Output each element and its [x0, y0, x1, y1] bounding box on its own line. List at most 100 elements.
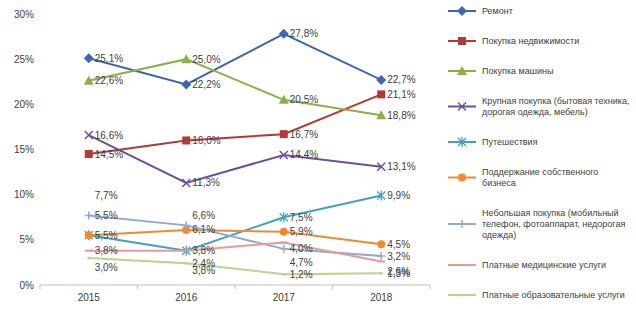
data-label: 11,3%	[192, 177, 220, 188]
point-marker	[182, 250, 190, 252]
data-label: 3,0%	[95, 262, 118, 273]
legend-line: одежда)	[482, 230, 516, 240]
legend-line: дорогая одежда, мебель)	[482, 107, 588, 117]
legend-label: Путешествия	[482, 137, 538, 147]
y-tick-label: 15%	[14, 144, 34, 155]
legend-marker	[461, 294, 464, 297]
data-label: 14,4%	[290, 149, 318, 160]
y-tick-label: 20%	[14, 99, 34, 110]
data-label: 7,5%	[290, 212, 313, 223]
x-tick-label: 2016	[175, 292, 198, 303]
legend-marker	[458, 220, 466, 228]
point-marker	[85, 211, 93, 219]
series-line	[89, 34, 382, 85]
legend-line: Небольшая покупка (мобильный	[482, 208, 619, 218]
y-tick-label: 0%	[20, 280, 35, 291]
series-line	[89, 243, 382, 262]
data-label: 5,5%	[95, 210, 118, 221]
series-line	[89, 258, 382, 274]
legend-label: Крупная покупка (бытовая техника,дорогая…	[482, 96, 629, 117]
page: {"chart_data": { "type": "line", "catego…	[0, 0, 636, 309]
point-marker	[280, 212, 288, 222]
point-marker	[380, 272, 383, 275]
point-marker	[377, 90, 385, 98]
tick-mark	[37, 14, 40, 15]
legend-label: Покупка машины	[482, 66, 553, 76]
legend: Ремонт Покупка недвижимости Покупка машины…	[448, 6, 629, 300]
legend-line: Поддержание собственного	[482, 167, 598, 177]
point-marker	[85, 150, 93, 158]
legend-marker	[458, 174, 466, 182]
y-tick-label: 10%	[14, 189, 34, 200]
point-marker	[182, 221, 190, 229]
legend-marker	[458, 103, 466, 111]
legend-marker	[457, 66, 467, 75]
series-line	[89, 135, 382, 183]
tick-mark	[37, 149, 40, 150]
point-marker	[279, 29, 289, 39]
point-marker	[279, 95, 289, 104]
point-marker	[280, 245, 288, 253]
data-label: 4,5%	[387, 239, 410, 250]
point-marker	[85, 131, 93, 139]
legend-marker	[457, 6, 467, 16]
legend-line: Ремонт	[482, 6, 513, 16]
data-label: 22,6%	[95, 75, 123, 86]
point-marker	[181, 54, 191, 63]
data-label: 16,6%	[95, 130, 123, 141]
data-label: 4,0%	[290, 243, 313, 254]
chart: 0%5%10%15%20%25%30%201520162017201825,1%…	[0, 0, 636, 309]
data-labels: 25,1%22,2%27,8%22,7%14,5%16,0%16,7%21,1%…	[95, 28, 416, 279]
data-label: 3,8%	[95, 245, 118, 256]
legend-marker	[458, 264, 466, 266]
legend-line: Путешествия	[482, 137, 538, 147]
point-marker	[87, 256, 90, 259]
point-marker	[182, 179, 190, 187]
point-marker	[377, 261, 385, 263]
legend-line: Покупка недвижимости	[482, 36, 579, 46]
tick-mark	[37, 239, 40, 240]
legend-label: Платные медицинские услуги	[482, 260, 606, 270]
x-tick	[137, 285, 138, 289]
legend-label: Небольшая покупка (мобильныйтелефон, фот…	[482, 208, 625, 240]
point-marker	[84, 76, 94, 85]
tick-mark	[37, 59, 40, 60]
point-marker	[182, 246, 190, 256]
data-label: 21,1%	[387, 89, 415, 100]
x-tick-label: 2015	[78, 292, 101, 303]
point-marker	[185, 262, 188, 265]
data-label: 16,0%	[192, 135, 220, 146]
point-marker	[84, 53, 94, 63]
data-label: 3,2%	[387, 251, 410, 262]
point-marker	[181, 79, 191, 89]
data-label: 27,8%	[290, 28, 318, 39]
legend-label: Ремонт	[482, 6, 513, 16]
point-marker	[377, 240, 385, 248]
point-marker	[377, 191, 385, 201]
point-marker	[85, 231, 93, 239]
point-marker	[280, 242, 288, 244]
legend-swatch	[448, 264, 476, 266]
series-line	[89, 94, 382, 154]
data-label: 1,2%	[290, 269, 313, 280]
legend-marker	[458, 137, 466, 147]
legend-line: бизнеса	[482, 178, 516, 188]
data-label: 5,5%	[95, 230, 118, 241]
x-tick	[430, 285, 431, 289]
legend-label: Покупка недвижимости	[482, 36, 579, 46]
data-label: 20,5%	[290, 94, 318, 105]
x-tick	[235, 285, 236, 289]
legend-line: телефон, фотоаппарат, недорогая	[482, 219, 625, 229]
point-marker	[280, 151, 288, 159]
data-label: 25,1%	[95, 53, 123, 64]
data-label: 9,9%	[387, 190, 410, 201]
data-label: 13,1%	[387, 161, 415, 172]
legend-line: Покупка машины	[482, 66, 553, 76]
point-marker	[280, 228, 288, 236]
x-tick	[40, 285, 41, 289]
tick-mark	[37, 194, 40, 195]
x-tick-label: 2017	[273, 292, 296, 303]
data-label: 6,1%	[192, 224, 215, 235]
y-tick-label: 30%	[14, 9, 34, 20]
point-marker	[376, 110, 386, 119]
